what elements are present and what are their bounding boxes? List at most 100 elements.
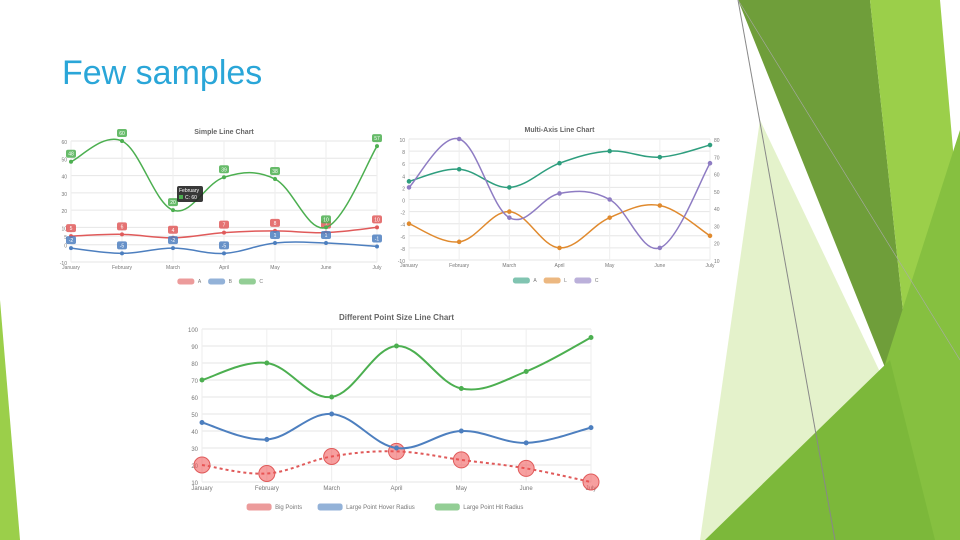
data-label: 10 (374, 217, 380, 223)
data-label-bg (219, 241, 229, 250)
data-point (557, 245, 562, 251)
deco-mid-shard (820, 130, 960, 540)
y-tick-label: 0 (64, 244, 67, 250)
y-tick-label: -4 (401, 223, 406, 229)
data-label: 1 (274, 233, 277, 239)
y-tick-label: 90 (191, 345, 198, 351)
y-tick-label: 30 (61, 192, 67, 198)
data-label: -2 (171, 238, 176, 244)
data-label-bg (321, 215, 331, 224)
y-tick-label: 70 (191, 379, 198, 385)
data-label: -1 (375, 236, 380, 242)
data-point (394, 343, 399, 349)
data-point (324, 225, 328, 230)
deco-left-shard (0, 300, 20, 540)
tooltip-swatch (179, 195, 183, 199)
data-label-bg (372, 215, 382, 224)
x-tick-label: June (654, 263, 665, 269)
legend-swatch (574, 277, 592, 284)
x-tick-label: January (400, 263, 418, 269)
data-point (264, 437, 270, 442)
data-point (69, 159, 73, 164)
data-point (394, 445, 399, 451)
data-point (458, 428, 464, 434)
legend-swatch (177, 278, 195, 285)
data-label-bg (117, 222, 127, 231)
x-tick-label: March (502, 263, 516, 269)
data-point (456, 136, 462, 142)
x-tick-label: February (112, 265, 133, 271)
deco-line (737, 0, 836, 540)
data-point (329, 411, 335, 417)
data-point (607, 197, 612, 202)
data-label: 4 (172, 228, 175, 234)
y-tick-label: 50 (191, 413, 198, 419)
y-tick-label: 10 (399, 138, 405, 144)
data-point (171, 246, 175, 251)
data-point (171, 208, 175, 213)
legend-swatch (317, 503, 343, 511)
multi-axis-line-chart: Multi-Axis Line Chart -10 -8 -6 -4 -2 0 2 4 6 8 10 1… (395, 123, 730, 288)
data-point (557, 191, 562, 196)
data-point (657, 245, 663, 251)
y-tick-label: 80 (191, 362, 198, 368)
legend-swatch (238, 278, 256, 285)
data-point (456, 166, 462, 172)
y-tick-label: -2 (401, 211, 406, 217)
x-tick-label: July (706, 263, 715, 269)
data-point (588, 425, 594, 431)
data-label: 7 (223, 223, 226, 229)
y2-tick-label: 80 (714, 138, 720, 144)
data-label: -5 (222, 243, 227, 249)
data-label: 1 (325, 233, 328, 239)
data-point (222, 230, 226, 235)
data-label-bg (168, 236, 178, 245)
chart-title: Different Point Size Line Chart (339, 313, 454, 322)
data-label-bg (117, 241, 127, 250)
data-point (406, 179, 412, 184)
y-tick-label: -10 (398, 259, 405, 265)
x-tick-label: February (255, 486, 279, 492)
legend-swatch (434, 503, 460, 511)
y-tick-label: 4 (402, 174, 405, 180)
data-label: -5 (120, 243, 125, 249)
chart-title: Simple Line Chart (194, 129, 254, 136)
data-point (607, 148, 612, 154)
data-point (375, 244, 379, 249)
data-label: 38 (272, 169, 278, 175)
data-point (657, 154, 663, 160)
data-point (707, 233, 713, 239)
data-point (324, 240, 328, 245)
tooltip-title: February (179, 188, 200, 194)
y-tick-label: -6 (401, 235, 406, 241)
data-label: 57 (374, 136, 380, 142)
x-tick-label: January (62, 265, 80, 271)
y-tick-label: 40 (61, 175, 67, 181)
data-point (375, 225, 379, 230)
data-point (323, 448, 341, 465)
legend-swatch (512, 277, 530, 284)
data-label: 20 (170, 200, 176, 206)
y2-tick-label: 50 (714, 190, 720, 196)
data-point (507, 215, 512, 220)
x-tick-label: March (166, 265, 180, 271)
chart-title: Multi-Axis Line Chart (524, 127, 595, 134)
data-point (406, 185, 412, 190)
y-tick-label: 60 (191, 396, 198, 402)
x-tick-label: May (456, 486, 467, 492)
data-label-bg (66, 224, 76, 233)
y2-tick-label: 30 (714, 224, 720, 230)
data-point (707, 142, 713, 148)
data-label-bg (117, 129, 127, 137)
legend-label: Big Points (275, 505, 302, 511)
data-point (199, 420, 205, 425)
data-label: -2 (69, 238, 74, 244)
x-tick-label: March (323, 486, 340, 492)
legend-swatch (208, 278, 226, 285)
data-label-bg (321, 230, 331, 239)
y2-tick-label: 40 (714, 207, 720, 213)
y-tick-label: -10 (60, 261, 67, 267)
data-point (523, 440, 529, 446)
data-label-bg (372, 234, 382, 243)
data-point (507, 209, 512, 214)
